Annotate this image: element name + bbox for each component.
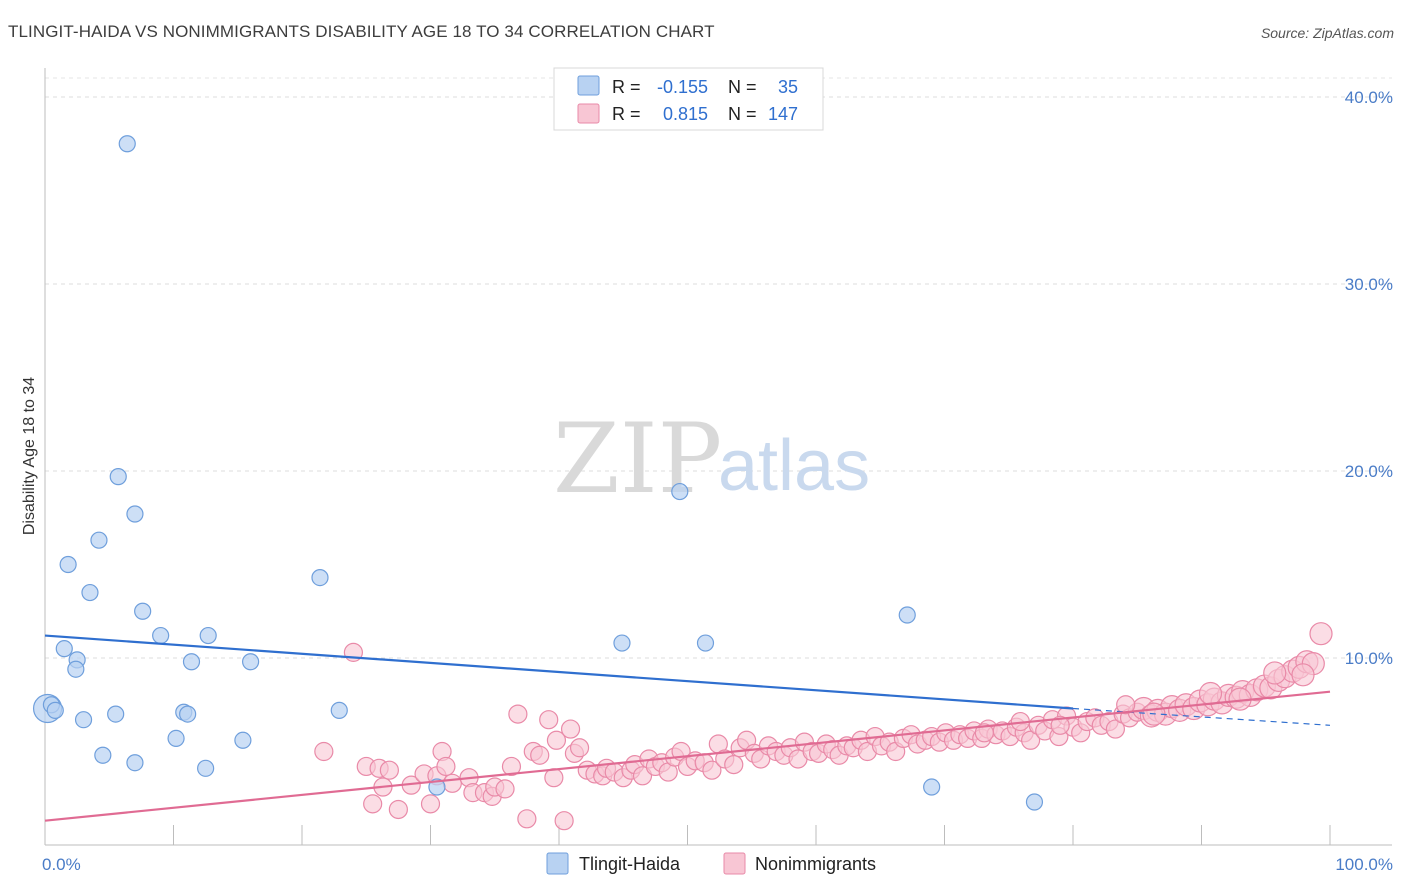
legend-r-label: R = bbox=[612, 104, 641, 124]
nonimmigrants-point bbox=[569, 738, 590, 758]
tlingit-haida-trend-extension bbox=[1072, 707, 1331, 726]
legend-n-value-pink: 147 bbox=[768, 104, 798, 124]
tlingit-haida-point bbox=[242, 653, 260, 671]
watermark: ZIP atlas bbox=[553, 403, 870, 515]
tlingit-haida-point bbox=[74, 711, 93, 729]
y-tick-label: 40.0% bbox=[1345, 88, 1393, 107]
tlingit-haida-point bbox=[152, 626, 170, 645]
nonimmigrants-point bbox=[560, 719, 581, 739]
tlingit-haida-point bbox=[923, 778, 941, 796]
tlingit-haida-point bbox=[696, 634, 715, 652]
nonimmigrants-point bbox=[442, 773, 462, 793]
tlingit-haida-point bbox=[59, 555, 77, 574]
nonimmigrants-point bbox=[420, 794, 441, 814]
y-tick-label: 20.0% bbox=[1345, 462, 1393, 481]
tlingit-haida-trend-line bbox=[44, 634, 1074, 710]
watermark-atlas: atlas bbox=[718, 426, 870, 506]
nonimmigrants-point bbox=[314, 741, 334, 762]
nonimmigrants-point bbox=[544, 768, 564, 788]
tlingit-haida-point bbox=[1025, 793, 1044, 811]
tlingit-haida-point bbox=[67, 660, 85, 678]
tlingit-haida-point bbox=[109, 468, 127, 486]
tlingit-haida-point bbox=[311, 568, 329, 587]
nonimmigrants-trend-line bbox=[44, 690, 1331, 822]
tlingit-haida-point bbox=[90, 531, 108, 549]
stats-legend: R = -0.155 N = 35 R = 0.815 N = 147 bbox=[553, 67, 824, 131]
nonimmigrants-point bbox=[974, 723, 994, 743]
trend-lines bbox=[44, 634, 1331, 822]
tlingit-haida-point bbox=[182, 653, 201, 671]
bottom-legend-swatch-blue bbox=[546, 852, 569, 875]
x-tick-label: 0.0% bbox=[42, 855, 81, 874]
nonimmigrants-point bbox=[724, 754, 744, 775]
bottom-legend-label-pink: Nonimmigrants bbox=[755, 854, 876, 874]
nonimmigrants-point bbox=[632, 766, 653, 786]
legend-r-value-blue: -0.155 bbox=[657, 77, 708, 97]
bottom-legend-swatch-pink bbox=[723, 852, 746, 875]
bottom-legend-label-blue: Tlingit-Haida bbox=[579, 854, 681, 874]
nonimmigrants-point bbox=[508, 704, 528, 724]
y-axis-label: Disability Age 18 to 34 bbox=[21, 377, 38, 535]
grid-lines bbox=[45, 77, 1392, 659]
nonimmigrants-point bbox=[1263, 661, 1287, 685]
nonimmigrants-point bbox=[1291, 663, 1315, 687]
series-legend: Tlingit-Haida Nonimmigrants bbox=[546, 852, 876, 875]
tlingit-haida-point bbox=[671, 482, 689, 501]
y-tick-label: 10.0% bbox=[1345, 649, 1393, 668]
tlingit-haida-point bbox=[613, 634, 631, 652]
legend-n-label: N = bbox=[728, 77, 757, 97]
tlingit-haida-point bbox=[428, 778, 446, 796]
tlingit-haida-point bbox=[179, 705, 197, 723]
tlingit-haida-point bbox=[197, 759, 215, 777]
tlingit-haida-point bbox=[94, 746, 112, 764]
legend-n-value-blue: 35 bbox=[778, 77, 798, 97]
tlingit-haida-point bbox=[55, 640, 73, 658]
nonimmigrants-point bbox=[517, 809, 537, 829]
tlingit-haida-point bbox=[46, 701, 64, 719]
x-tick-label: 100.0% bbox=[1335, 855, 1393, 874]
nonimmigrants-point bbox=[1020, 730, 1041, 750]
nonimmigrants-point bbox=[436, 756, 456, 777]
nonimmigrants-point bbox=[539, 710, 559, 730]
nonimmigrants-point bbox=[530, 745, 550, 765]
nonimmigrants-point bbox=[702, 760, 722, 780]
tlingit-haida-points bbox=[32, 135, 1044, 811]
nonimmigrants-points bbox=[314, 622, 1333, 831]
nonimmigrants-point bbox=[554, 811, 574, 831]
nonimmigrants-point bbox=[1198, 681, 1223, 706]
y-tick-label: 30.0% bbox=[1345, 275, 1393, 294]
tlingit-haida-point bbox=[234, 731, 252, 749]
legend-swatch-blue bbox=[577, 75, 600, 96]
nonimmigrants-point bbox=[1116, 695, 1136, 715]
nonimmigrants-point bbox=[1309, 622, 1333, 646]
nonimmigrants-point bbox=[1105, 719, 1126, 739]
nonimmigrants-point bbox=[379, 760, 399, 780]
nonimmigrants-point bbox=[363, 794, 383, 814]
tlingit-haida-point bbox=[81, 583, 99, 602]
tlingit-haida-point bbox=[134, 602, 152, 620]
tlingit-haida-point bbox=[330, 701, 348, 719]
tlingit-haida-point bbox=[107, 705, 125, 723]
legend-n-label: N = bbox=[728, 104, 757, 124]
legend-swatch-pink bbox=[577, 103, 600, 124]
watermark-zip: ZIP bbox=[553, 403, 722, 515]
nonimmigrants-point bbox=[1050, 715, 1070, 735]
tlingit-haida-point bbox=[118, 135, 136, 153]
legend-r-label: R = bbox=[612, 77, 641, 97]
tlingit-haida-point bbox=[167, 729, 185, 748]
legend-r-value-pink: 0.815 bbox=[663, 104, 708, 124]
nonimmigrants-point bbox=[501, 756, 522, 777]
chart-title: TLINGIT-HAIDA VS NONIMMIGRANTS DISABILIT… bbox=[8, 22, 715, 41]
tlingit-haida-point bbox=[898, 606, 916, 624]
nonimmigrants-point bbox=[546, 730, 567, 750]
nonimmigrants-point bbox=[495, 779, 515, 799]
tlingit-haida-point bbox=[126, 754, 144, 772]
tlingit-haida-point bbox=[126, 505, 144, 523]
tick-labels: 10.0% 20.0% 30.0% 40.0% 0.0% 100.0% bbox=[42, 88, 1393, 874]
source-label: Source: ZipAtlas.com bbox=[1260, 25, 1394, 41]
nonimmigrants-point bbox=[388, 799, 408, 820]
tlingit-haida-point bbox=[199, 626, 217, 645]
